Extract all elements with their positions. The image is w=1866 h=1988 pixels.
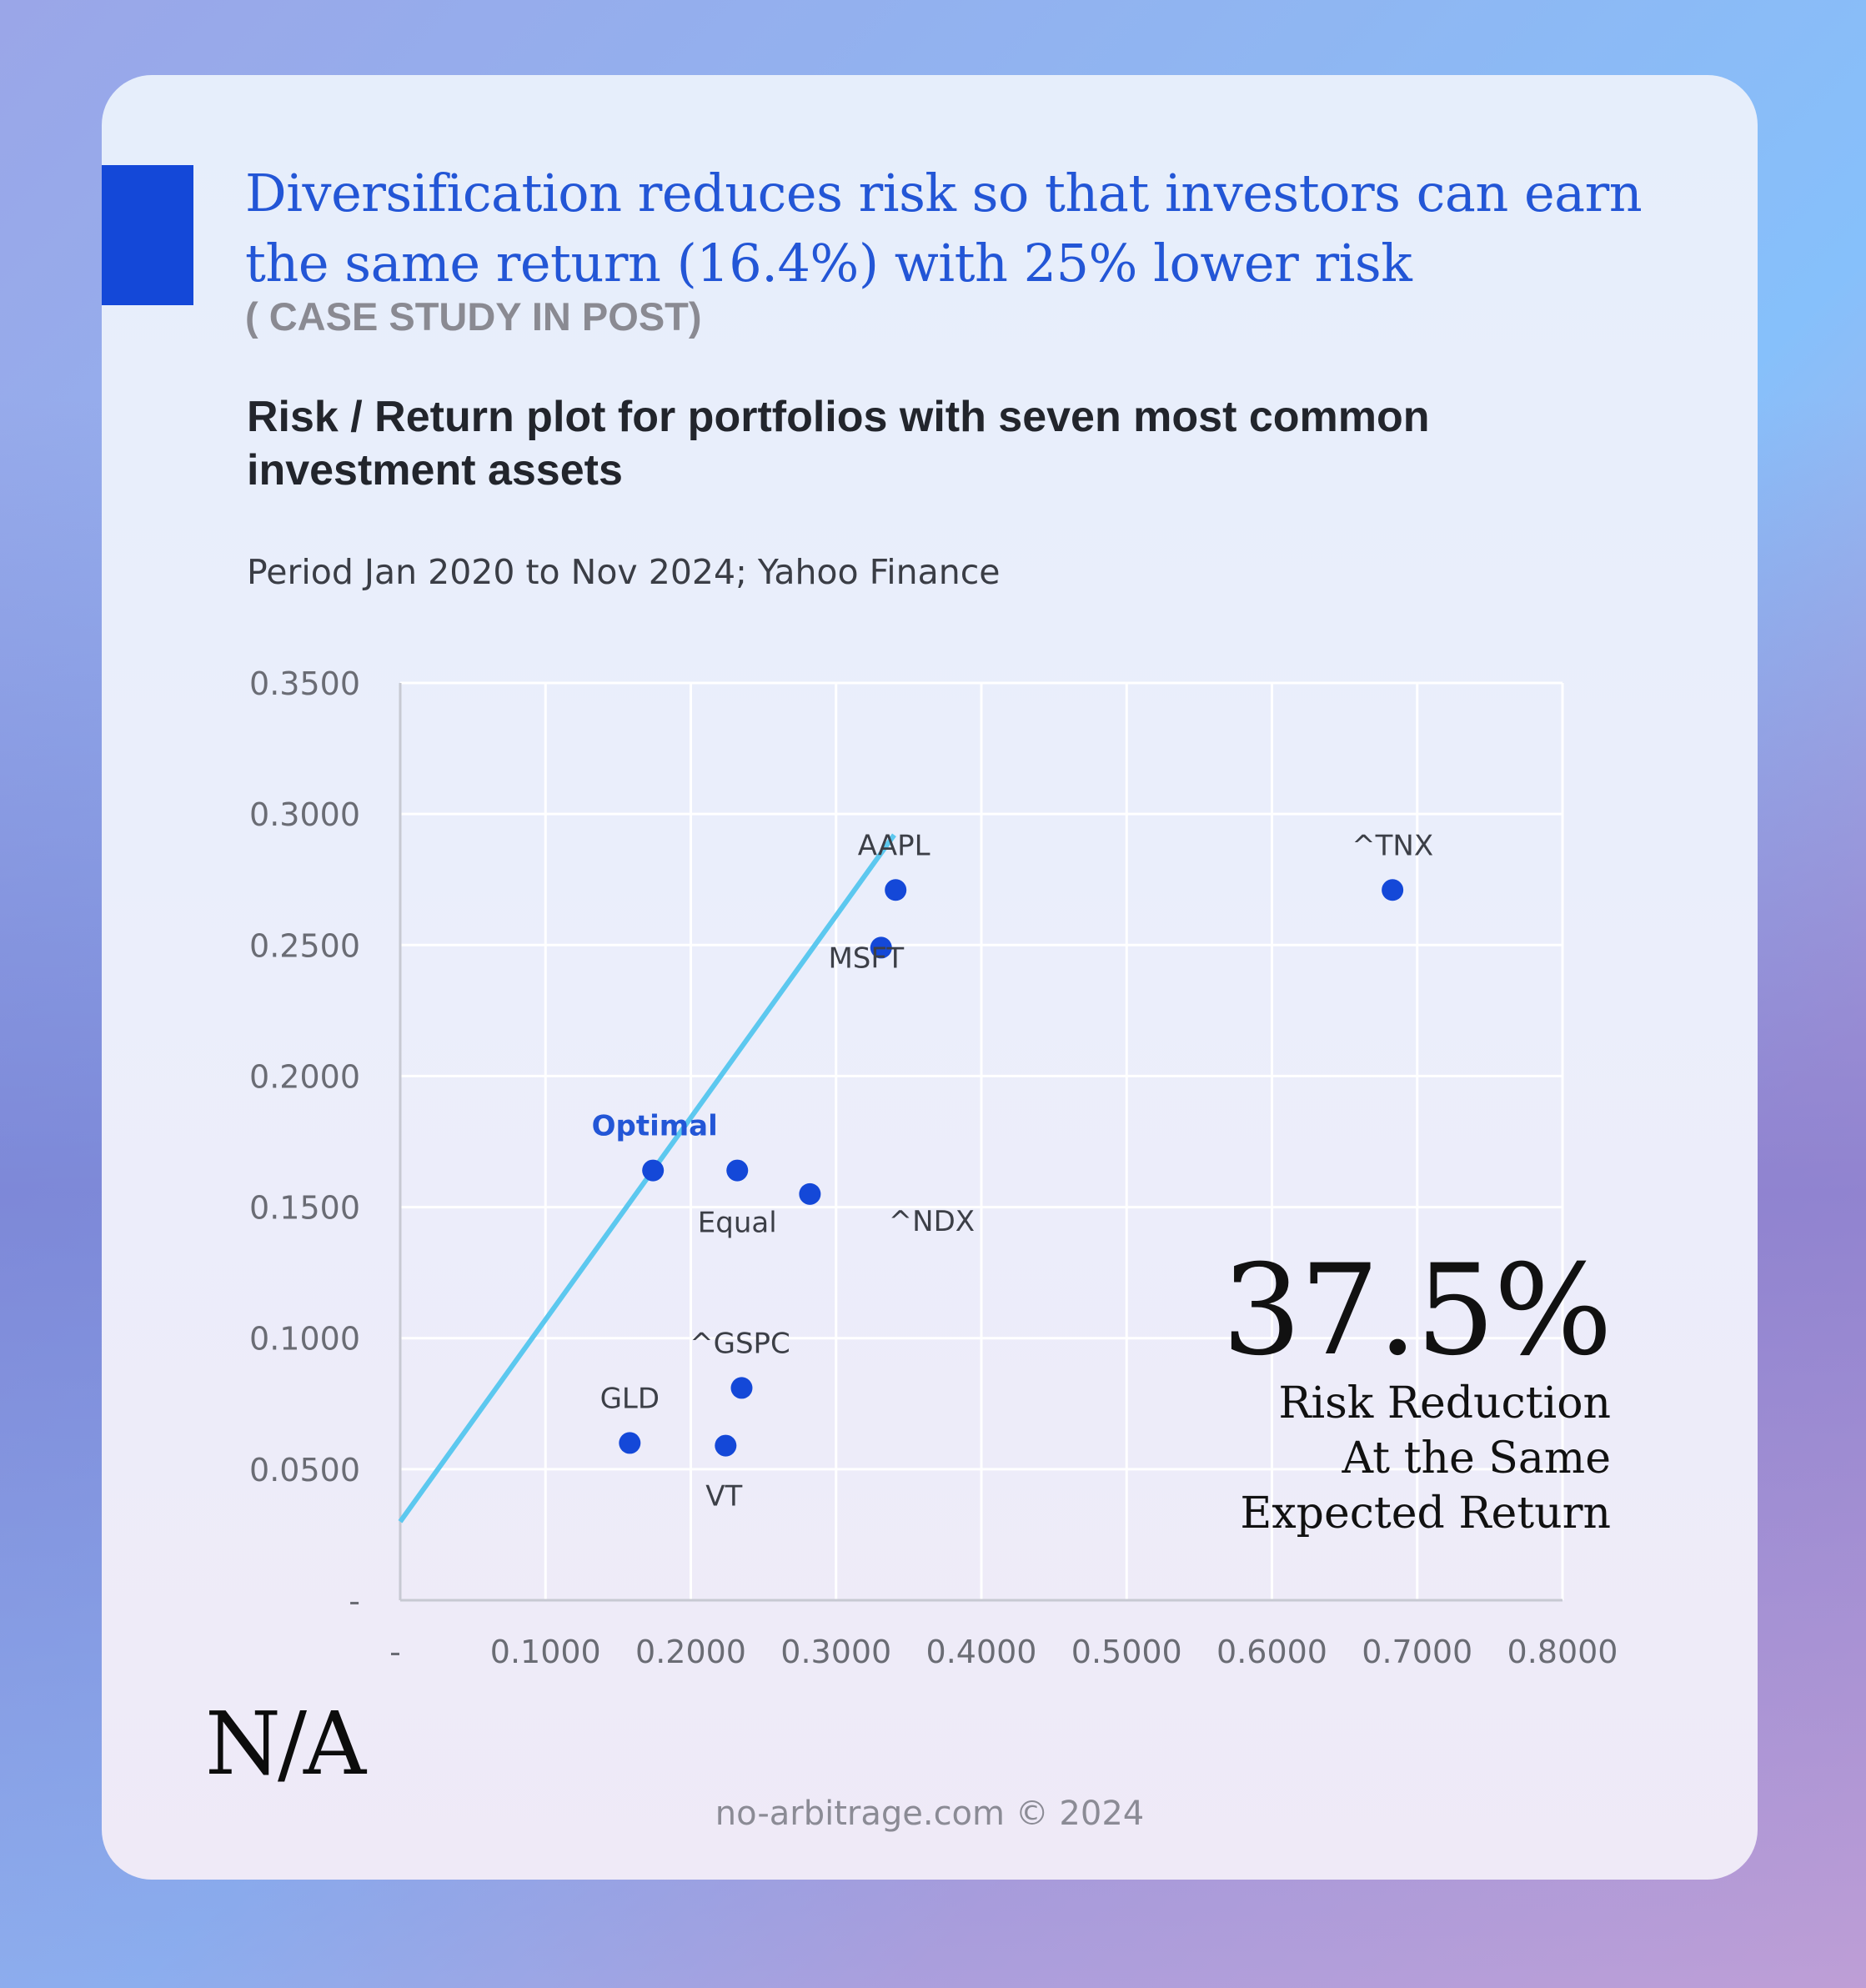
accent-bar [102, 165, 193, 305]
point-label-aapl: AAPL [858, 829, 930, 862]
chart-title: Risk / Return plot for portfolios with s… [247, 393, 1430, 494]
risk-reduction-stat: 37.5% [1221, 1238, 1613, 1383]
data-point-aapl [885, 879, 907, 901]
x-tick-label: 0.5000 [1071, 1634, 1182, 1670]
stat-caption: Risk Reduction At the Same Expected Retu… [1240, 1376, 1611, 1541]
point-label-ndx: ^NDX [889, 1205, 975, 1238]
data-point-optimal [642, 1159, 665, 1182]
point-label-gspc: ^GSPC [690, 1327, 790, 1360]
y-tick-label: 0.2000 [249, 1058, 360, 1095]
point-label-tnx: ^TNX [1352, 829, 1433, 862]
point-label-equal: Equal [698, 1207, 777, 1240]
y-tick-label: 0.3000 [249, 796, 360, 833]
y-tick-label: - [349, 1583, 360, 1619]
data-point-gld [619, 1432, 641, 1454]
stat-caption-line: Risk Reduction [1278, 1378, 1611, 1428]
y-tick-label: 0.1500 [249, 1190, 360, 1227]
stat-caption-line: At the Same [1342, 1433, 1611, 1483]
footer-copyright: no-arbitrage.com © 2024 [715, 1795, 1145, 1833]
x-tick-label: 0.6000 [1216, 1634, 1327, 1670]
x-tick-label: 0.3000 [780, 1634, 891, 1670]
data-point-ndx [799, 1182, 821, 1205]
subhead: ( CASE STUDY IN POST) [245, 294, 702, 339]
infographic-card: Diversification reduces risk so that inv… [102, 75, 1758, 1880]
point-label-vt: VT [705, 1480, 742, 1514]
x-tick-label: - [389, 1634, 401, 1670]
y-tick-label: 0.2500 [249, 927, 360, 964]
point-label-msft: MSFT [828, 941, 904, 975]
data-point-tnx [1382, 879, 1404, 901]
y-tick-label: 0.1000 [249, 1321, 360, 1358]
x-tick-label: 0.4000 [926, 1634, 1037, 1670]
data-point-gspc [730, 1377, 753, 1399]
headline: Diversification reduces risk so that inv… [245, 163, 1643, 294]
x-tick-label: 0.2000 [635, 1634, 746, 1670]
data-point-vt [715, 1434, 737, 1457]
point-label-optimal: Optimal [592, 1110, 718, 1143]
x-tick-label: 0.7000 [1362, 1634, 1472, 1670]
data-point-equal [726, 1159, 749, 1182]
data-point-msft [870, 936, 892, 959]
x-tick-label: 0.1000 [490, 1634, 601, 1670]
x-tick-label: 0.8000 [1507, 1634, 1618, 1670]
stat-caption-line: Expected Return [1240, 1488, 1611, 1539]
period-source: Period Jan 2020 to Nov 2024; Yahoo Finan… [247, 552, 1001, 592]
brand-logo: N/A [205, 1693, 366, 1795]
risk-return-scatter-plot: - 0.0500 0.1000 0.1500 0.2000 0.2500 0.3000 0.3… [249, 665, 1618, 1670]
point-label-gld: GLD [600, 1382, 660, 1415]
y-tick-label: 0.0500 [249, 1452, 360, 1488]
y-tick-label: 0.3500 [249, 665, 360, 702]
